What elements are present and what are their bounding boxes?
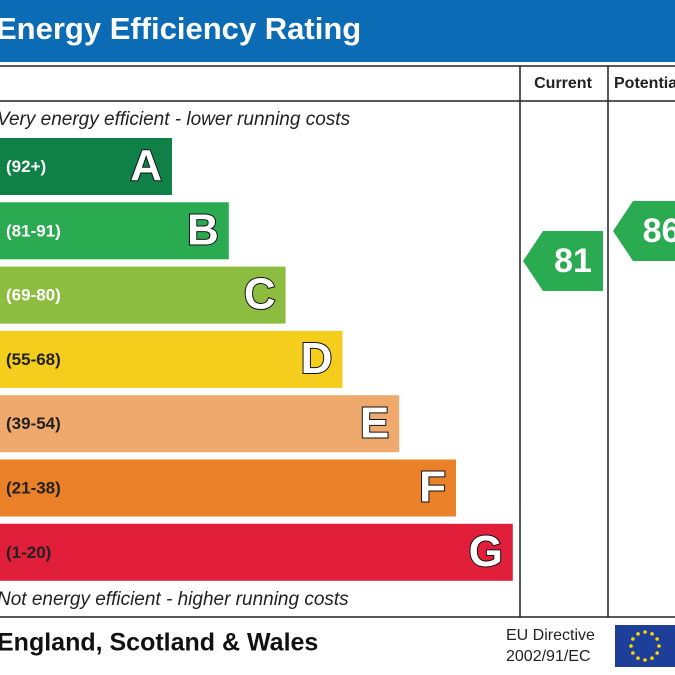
band-range: (39-54): [6, 414, 61, 433]
eu-star: [650, 632, 654, 636]
band-letter: D: [301, 334, 333, 383]
bottom-note: Not energy efficient - higher running co…: [0, 589, 349, 610]
eu-star: [655, 651, 659, 655]
band-bar: [0, 330, 343, 388]
title-bar: [0, 0, 675, 62]
band-letter: C: [244, 270, 276, 319]
band-letter: F: [419, 463, 446, 512]
rating-value: 81: [554, 242, 592, 280]
eu-stars: [629, 630, 661, 662]
eu-star: [650, 656, 654, 660]
eu-star: [643, 658, 647, 662]
rating-arrow: [613, 201, 675, 261]
column-header: Potential: [614, 75, 675, 92]
eu-star: [643, 630, 647, 634]
eu-star: [636, 656, 640, 660]
band-range: (69-80): [6, 286, 61, 305]
rating-value: 86: [643, 212, 675, 250]
region: England, Scotland & Wales: [0, 629, 318, 657]
band-range: (55-68): [6, 350, 61, 369]
eu-star: [655, 637, 659, 641]
directive: EU Directive: [506, 627, 595, 644]
band-range: (21-38): [6, 478, 61, 497]
band-bar: [0, 266, 286, 324]
band-letter: G: [469, 527, 503, 576]
top-note: Very energy efficient - lower running co…: [0, 109, 351, 130]
eu-star: [636, 632, 640, 636]
frame: [0, 65, 675, 618]
band-letter: E: [360, 398, 389, 447]
band-bar: [0, 202, 229, 260]
band-letter: A: [130, 141, 162, 190]
band-letter: B: [187, 205, 219, 254]
band-range: (92+): [6, 157, 46, 176]
directive-code: 2002/91/EC: [506, 648, 591, 665]
band-bar: [0, 138, 172, 195]
band-range: (1-20): [6, 543, 51, 562]
band-bar: [0, 395, 400, 453]
title: Energy Efficiency Rating: [0, 11, 361, 46]
eu-star: [657, 644, 661, 648]
column-header: Current: [534, 75, 592, 92]
bands: (92+) A (81-91) B (69-80) C (55-68) D (39-54) E (2…: [0, 138, 513, 581]
eu-star: [629, 644, 633, 648]
ratings: 81 86: [523, 201, 675, 291]
band-bar: [0, 459, 456, 517]
band-bar: [0, 523, 513, 581]
eu-star: [631, 651, 635, 655]
eu-star: [631, 637, 635, 641]
band-range: (81-91): [6, 221, 61, 240]
rating-arrow: [523, 231, 603, 291]
